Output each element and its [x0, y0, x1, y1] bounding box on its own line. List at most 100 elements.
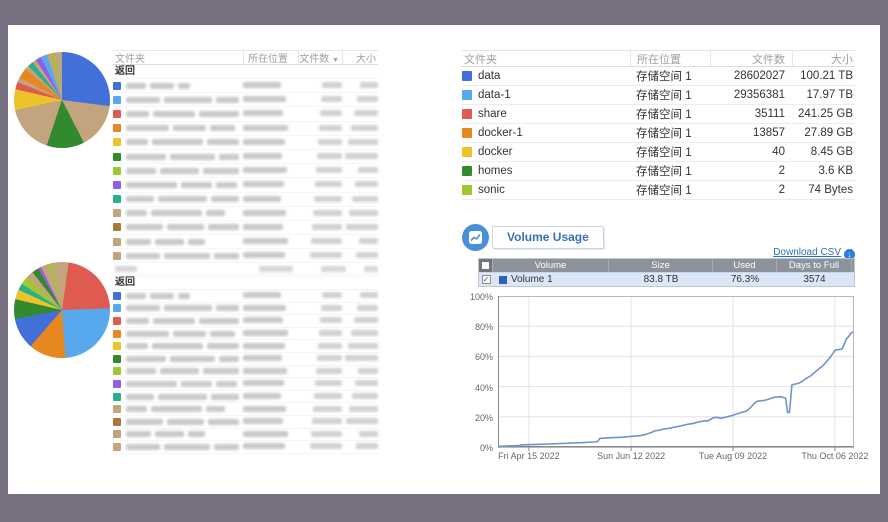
blurred-folder-row[interactable] [113, 207, 378, 221]
folder-size: 17.97 TB [806, 89, 853, 101]
folder-color-swatch [113, 379, 121, 388]
download-icon[interactable]: ↓ [844, 249, 855, 260]
blurred-location [243, 80, 298, 91]
blurred-folder-row[interactable] [113, 403, 378, 416]
volume-checkbox[interactable]: ✓ [481, 275, 491, 284]
blurred-folder-row[interactable] [113, 193, 378, 207]
folder-row[interactable]: homes 存储空间 1 2 3.6 KB [462, 162, 855, 181]
folder-row[interactable]: data-1 存储空间 1 29356381 17.97 TB [462, 86, 855, 105]
blurred-folder-name [126, 380, 243, 387]
column-header-location[interactable]: 所在位置 [243, 50, 298, 65]
column-header-used[interactable]: Used [713, 259, 777, 272]
blurred-location [243, 94, 298, 105]
column-header-location[interactable]: 所在位置 [630, 50, 710, 67]
blurred-folder-row[interactable] [113, 221, 378, 236]
folder-file-count: 13857 [753, 127, 785, 139]
folder-color-swatch [113, 354, 121, 363]
blurred-location [243, 194, 298, 205]
blurred-folder-row[interactable] [113, 93, 378, 108]
chart-y-axis-labels: 0% 20% 40% 60% 80% 100% [460, 292, 495, 453]
blurred-folder-row[interactable] [113, 416, 378, 429]
blurred-folder-row[interactable] [113, 107, 378, 122]
column-header-size[interactable]: 大小 [792, 50, 855, 67]
blurred-size [342, 315, 378, 326]
blurred-folder-row[interactable] [113, 441, 378, 454]
content-area: 文件夹 所在位置 文件数 ▼ 大小 返回 返回 文件夹 所在位置 文件数 大小 … [8, 25, 880, 494]
blurred-folder-name [126, 355, 243, 362]
volume-color-swatch [499, 275, 507, 284]
back-row[interactable]: 返回 [113, 65, 378, 79]
folder-row[interactable]: share 存储空间 1 35111 241.25 GB [462, 105, 855, 124]
blurred-folder-row[interactable] [113, 366, 378, 379]
blurred-location [243, 404, 298, 415]
folder-row[interactable]: docker 存储空间 1 40 8.45 GB [462, 143, 855, 162]
blurred-folder-row[interactable] [113, 429, 378, 442]
folder-color-swatch [113, 209, 121, 218]
blurred-folder-row[interactable] [113, 353, 378, 366]
back-row[interactable]: 返回 [113, 276, 378, 290]
folder-rows-container: data 存储空间 1 28602027 100.21 TB data-1 存储空间 1 2… [462, 67, 855, 200]
download-csv-link[interactable]: Download CSV [773, 247, 841, 258]
blurred-folder-row[interactable] [113, 249, 378, 264]
blurred-folder-row[interactable] [113, 391, 378, 404]
folder-name: data-1 [478, 89, 511, 101]
folder-file-count: 2 [778, 165, 785, 177]
blurred-folder-row[interactable] [113, 122, 378, 136]
folder-row[interactable]: data 存储空间 1 28602027 100.21 TB [462, 67, 855, 86]
blurred-size [342, 194, 378, 205]
blurred-size [342, 416, 378, 427]
column-header-volume-size[interactable]: Size [609, 259, 713, 272]
blurred-folder-row[interactable] [113, 150, 378, 165]
blurred-folder-name [126, 368, 243, 375]
blurred-folder-row[interactable] [113, 136, 378, 150]
blurred-folder-row[interactable] [113, 164, 378, 179]
blurred-size [342, 179, 378, 190]
volume-usage-line-chart [497, 296, 854, 451]
folder-location: 存储空间 1 [636, 90, 692, 102]
blurred-folder-row[interactable] [113, 79, 378, 94]
blurred-file-count [298, 416, 342, 427]
blurred-location [243, 151, 298, 162]
volume-usage-tab[interactable]: Volume Usage [492, 226, 604, 249]
blurred-folder-row[interactable] [113, 235, 378, 250]
blurred-folder-name [126, 196, 243, 203]
blurred-folder-name [126, 110, 243, 117]
blurred-folder-row[interactable] [113, 340, 378, 353]
column-header-volume[interactable]: Volume [493, 259, 609, 272]
column-header-filecount[interactable]: 文件数 [710, 50, 792, 67]
folder-file-count: 40 [772, 146, 785, 158]
blurred-location [243, 429, 298, 440]
folder-file-count: 2 [778, 184, 785, 196]
blurred-file-count [298, 94, 342, 105]
select-all-checkbox[interactable] [479, 259, 493, 272]
blurred-folder-name [126, 125, 243, 132]
folder-row[interactable]: sonic 存储空间 1 2 74 Bytes [462, 181, 855, 200]
blurred-folder-row[interactable] [113, 290, 378, 303]
folder-row[interactable]: docker-1 存储空间 1 13857 27.89 GB [462, 124, 855, 143]
blurred-file-count [298, 80, 342, 91]
folder-color-swatch [113, 329, 121, 338]
blurred-folder-name [126, 252, 243, 259]
blurred-folder-row[interactable] [113, 178, 378, 193]
column-header-folder[interactable]: 文件夹 [464, 53, 497, 66]
folder-table: 文件夹 所在位置 文件数 大小 data 存储空间 1 28602027 100.21… [462, 50, 855, 200]
blurred-location [243, 303, 298, 314]
column-header-folder[interactable]: 文件夹 [115, 54, 145, 65]
blurred-folder-row[interactable] [113, 378, 378, 391]
volume-row[interactable]: ✓ Volume 1 83.8 TB 76.3% 3574 [479, 272, 854, 286]
volume-used: 76.3% [730, 274, 760, 285]
y-tick-label: 20% [474, 412, 493, 423]
blurred-size [342, 165, 378, 176]
folder-name: sonic [478, 184, 505, 196]
blurred-size [342, 137, 378, 148]
folder-file-count: 28602027 [733, 70, 785, 82]
column-header-size[interactable]: 大小 [342, 50, 378, 65]
blurred-folder-row[interactable] [113, 315, 378, 328]
blurred-file-count [298, 353, 342, 364]
column-header-days-to-full[interactable]: Days to Full [777, 259, 852, 272]
blurred-folder-row[interactable] [113, 328, 378, 341]
folder-location: 存储空间 1 [636, 147, 692, 159]
blurred-folder-row[interactable] [113, 303, 378, 316]
column-header-filecount-sorted[interactable]: 文件数 ▼ [298, 50, 342, 65]
blurred-file-count [298, 236, 342, 247]
